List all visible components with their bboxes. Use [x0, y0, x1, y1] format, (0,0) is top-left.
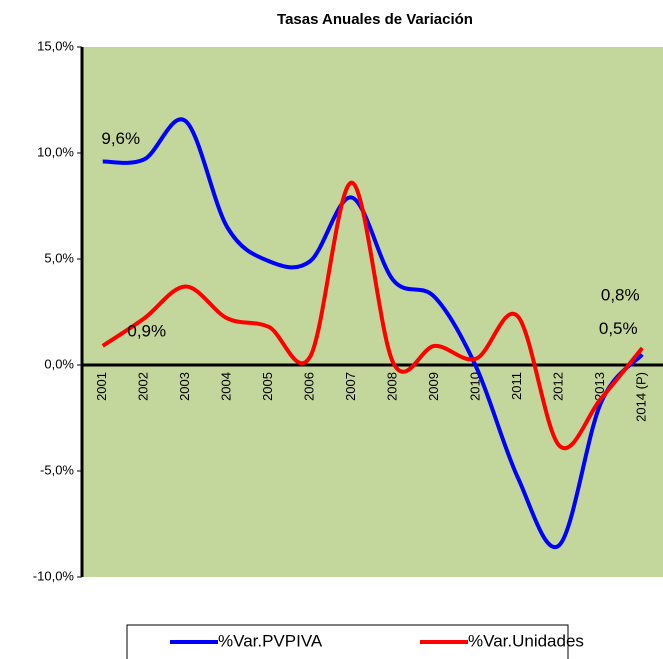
x-tick-label: 2007 [343, 372, 358, 401]
x-tick-label: 2006 [302, 372, 317, 401]
y-tick-label: 15,0% [37, 38, 74, 53]
x-tick-label: 2003 [177, 372, 192, 401]
y-tick-label: -5,0% [40, 462, 74, 477]
legend-label: %Var.Unidades [468, 631, 584, 650]
data-label: 9,6% [101, 129, 140, 148]
data-label: 0,8% [601, 286, 640, 305]
data-label: 0,5% [599, 319, 638, 338]
x-tick-label: 2011 [509, 372, 524, 400]
x-tick-label: 2008 [385, 372, 400, 401]
plot-area [82, 47, 663, 577]
x-tick-label: 2001 [94, 372, 109, 401]
x-tick-label: 2002 [136, 372, 151, 401]
x-tick-label: 2010 [468, 372, 483, 401]
y-tick-label: -10,0% [33, 568, 75, 583]
x-tick-label: 2014 (P) [634, 372, 649, 422]
y-tick-label: 5,0% [44, 250, 74, 265]
data-label: 0,9% [127, 321, 166, 340]
y-tick-label: 10,0% [37, 144, 74, 159]
x-tick-label: 2012 [551, 372, 566, 401]
series-line [101, 180, 644, 451]
series-line [102, 117, 644, 550]
x-tick-label: 2004 [219, 372, 234, 401]
y-tick-label: 0,0% [44, 356, 74, 371]
x-tick-label: 2009 [426, 372, 441, 401]
x-tick-label: 2005 [260, 372, 275, 401]
legend-label: %Var.PVPIVA [218, 631, 323, 650]
chart-title: Tasas Anuales de Variación [277, 11, 473, 28]
